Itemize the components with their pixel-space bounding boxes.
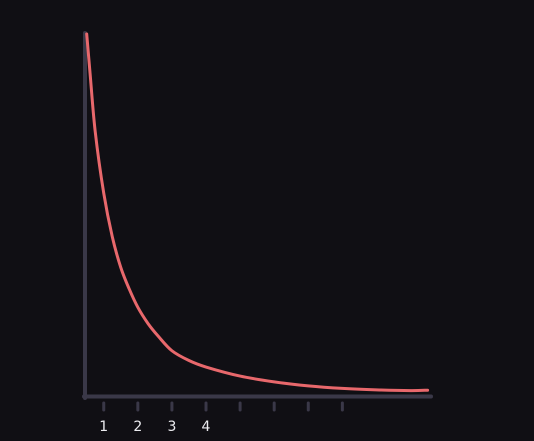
axes (82, 31, 433, 400)
x-ticks (102, 401, 344, 412)
x-tick-label: 4 (202, 419, 211, 435)
series-line-0 (85, 32, 430, 393)
x-tick-label: 1 (99, 419, 108, 435)
series-layer (85, 32, 430, 393)
x-tick-labels: 1 2 3 4 (99, 419, 210, 435)
x-tick-label: 3 (167, 419, 176, 435)
x-tick-label: 2 (133, 419, 142, 435)
